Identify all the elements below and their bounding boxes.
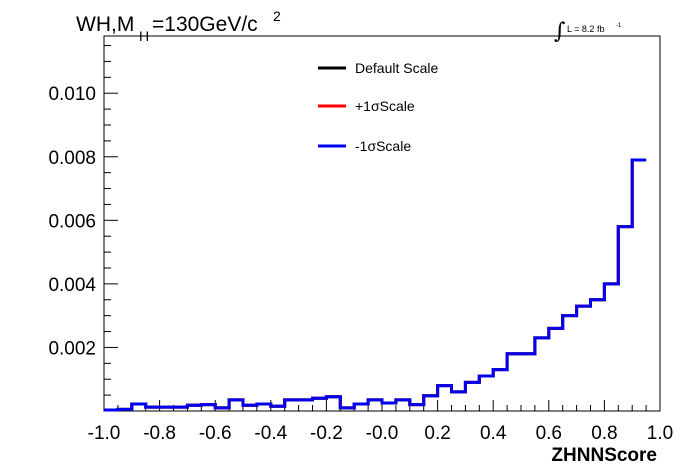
series-layer [104, 158, 647, 412]
legend-entry: +1σScale [355, 98, 415, 114]
x-tick-label: -0.4 [254, 423, 287, 444]
x-axis-label: ZHNNScore [551, 445, 657, 466]
title-superscript: 2 [273, 8, 281, 24]
y-tick-label: 0.010 [48, 84, 96, 105]
x-tick-label: -0.8 [143, 423, 176, 444]
x-tick-label: 0.8 [591, 423, 617, 444]
luminosity-label: ∫ L = 8.2 fb -1 [554, 19, 622, 44]
plot-frame [103, 35, 661, 412]
x-tick-label: -0.6 [199, 423, 232, 444]
y-tick-label: 0.006 [48, 211, 96, 232]
x-tick-label: 0.6 [536, 423, 562, 444]
integral-symbol: ∫ [554, 19, 566, 44]
x-tick-label: -0.0 [366, 423, 399, 444]
x-tick-label: 0.4 [480, 423, 507, 444]
y-tick-label: 0.008 [48, 148, 96, 169]
y-tick-label: 0.002 [48, 338, 96, 359]
title-rest: =130GeV/c [152, 13, 258, 36]
y-tick-label: 0.004 [48, 275, 96, 296]
title-main: WH,M [76, 13, 134, 36]
series-line-1 [104, 158, 647, 412]
legend-entry: Default Scale [355, 60, 438, 76]
y-axis: 0.002 0.004 0.006 0.008 0.010 [48, 45, 118, 396]
x-tick-label: 0.2 [424, 423, 450, 444]
lumi-superscript: -1 [616, 23, 622, 29]
x-tick-label: 1.0 [647, 423, 673, 444]
legend: Default Scale +1σScale -1σScale [318, 60, 438, 154]
x-axis: -1.0 -0.8 -0.6 -0.4 -0.2 -0.0 0.2 0.4 0.6 0.8 1.0 [88, 400, 673, 444]
series-line-0 [104, 158, 647, 412]
legend-entry: -1σScale [355, 138, 411, 154]
chart-title: WH,M H =130GeV/c 2 [76, 8, 281, 44]
x-tick-label: -0.2 [310, 423, 343, 444]
series-line-2 [104, 158, 647, 412]
x-tick-label: -1.0 [88, 423, 121, 444]
lumi-text: L = 8.2 fb [567, 24, 604, 34]
